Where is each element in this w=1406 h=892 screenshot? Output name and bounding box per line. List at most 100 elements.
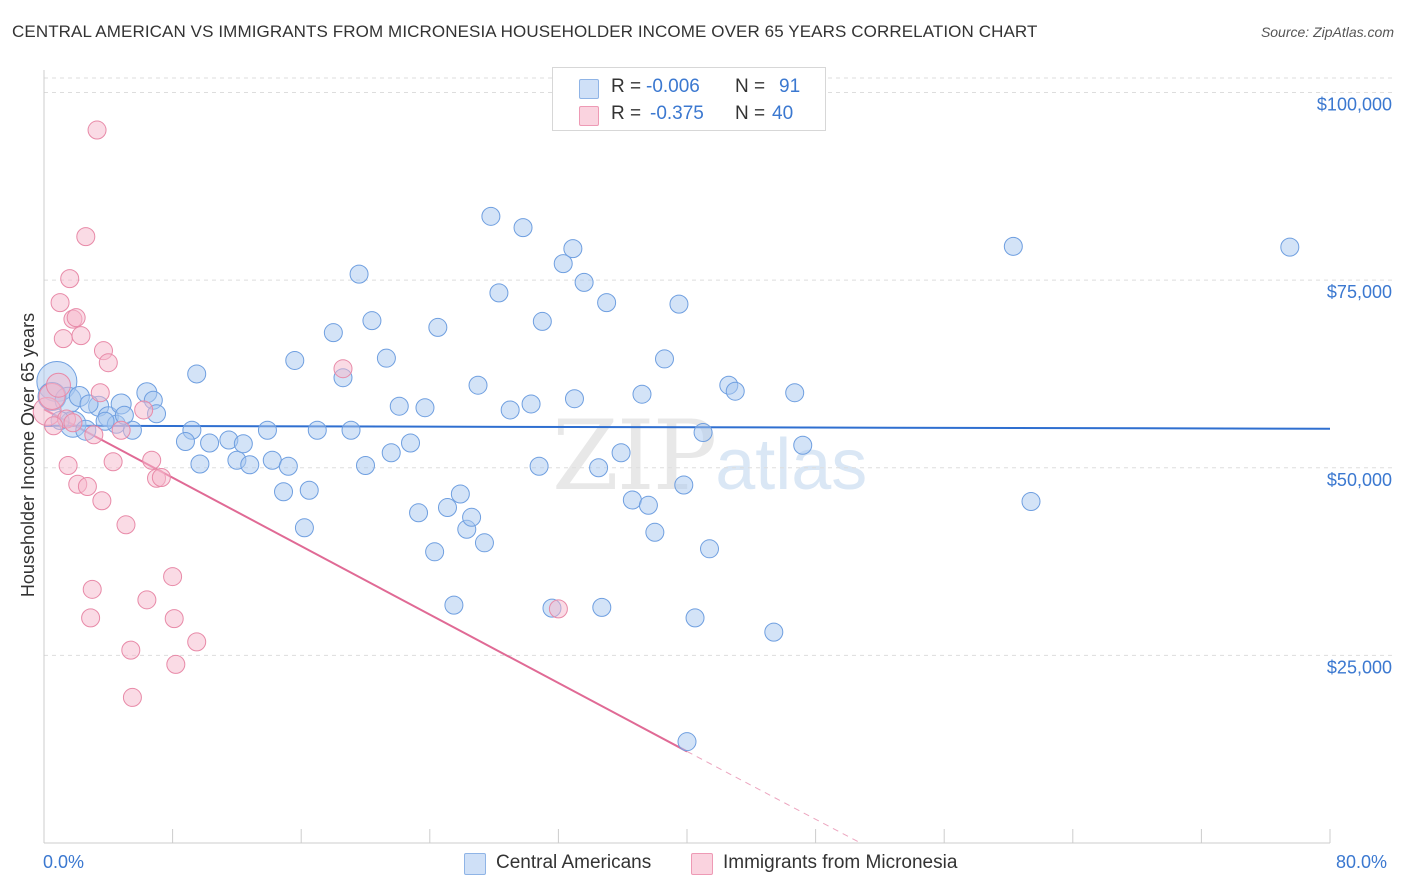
data-point bbox=[638, 495, 658, 515]
data-point bbox=[553, 254, 573, 274]
data-point bbox=[381, 443, 401, 463]
legend-swatch-pink bbox=[691, 853, 713, 875]
stats-r-value: -0.375 bbox=[650, 103, 704, 124]
data-point bbox=[71, 326, 91, 346]
chart-title: CENTRAL AMERICAN VS IMMIGRANTS FROM MICR… bbox=[12, 22, 1038, 41]
data-point bbox=[1280, 237, 1300, 257]
data-point bbox=[76, 227, 96, 247]
data-point bbox=[164, 609, 184, 629]
data-point bbox=[53, 329, 73, 349]
data-point bbox=[685, 608, 705, 628]
y-axis-label: Householder Income Over 65 years bbox=[18, 313, 38, 597]
data-point bbox=[389, 396, 409, 416]
data-point bbox=[166, 654, 186, 674]
stats-n-label: N = bbox=[735, 103, 766, 124]
data-point bbox=[548, 599, 568, 619]
y-tick-label: $75,000 bbox=[1327, 282, 1392, 302]
stats-row-central-americans: R = -0.006 N = 91 bbox=[553, 76, 825, 102]
data-point bbox=[563, 239, 583, 259]
data-point bbox=[401, 433, 421, 453]
data-point bbox=[376, 348, 396, 368]
data-point bbox=[121, 640, 141, 660]
data-point bbox=[597, 293, 617, 313]
data-point bbox=[98, 353, 118, 373]
data-point bbox=[45, 372, 71, 398]
legend-swatch-blue bbox=[464, 853, 486, 875]
data-point bbox=[425, 542, 445, 562]
stats-box: R = -0.006 N = 91 R = -0.375 N = 40 bbox=[552, 67, 826, 131]
data-point bbox=[785, 383, 805, 403]
trend-line-extension bbox=[686, 750, 861, 844]
data-point bbox=[333, 359, 353, 379]
data-point bbox=[489, 283, 509, 303]
data-point bbox=[677, 732, 697, 752]
data-point bbox=[122, 687, 142, 707]
data-point bbox=[323, 323, 343, 343]
data-point bbox=[63, 413, 83, 433]
data-point bbox=[294, 518, 314, 538]
data-point bbox=[409, 503, 429, 523]
data-point bbox=[468, 375, 488, 395]
y-tick-label: $100,000 bbox=[1317, 95, 1392, 115]
data-point bbox=[564, 389, 584, 409]
data-point bbox=[793, 435, 813, 455]
data-point bbox=[60, 269, 80, 289]
y-tick-labels: $25,000 $50,000 $75,000 $100,000 bbox=[1317, 95, 1392, 678]
y-tick-label: $50,000 bbox=[1327, 470, 1392, 490]
data-point bbox=[764, 622, 784, 642]
data-point bbox=[187, 364, 207, 384]
data-point bbox=[1021, 492, 1041, 512]
data-point bbox=[134, 400, 154, 420]
data-point bbox=[262, 450, 282, 470]
data-point bbox=[82, 579, 102, 599]
data-points bbox=[32, 120, 1300, 752]
data-point bbox=[674, 475, 694, 495]
data-point bbox=[44, 416, 64, 436]
data-point bbox=[50, 293, 70, 313]
data-point bbox=[341, 420, 361, 440]
data-point bbox=[187, 632, 207, 652]
data-point bbox=[481, 206, 501, 226]
data-point bbox=[632, 384, 652, 404]
trend-line bbox=[43, 424, 1331, 430]
data-point bbox=[415, 398, 435, 418]
data-point bbox=[278, 456, 298, 476]
stats-swatch-pink bbox=[579, 106, 599, 126]
data-point bbox=[116, 515, 136, 535]
data-point bbox=[163, 567, 183, 587]
data-point bbox=[240, 455, 260, 475]
data-point bbox=[66, 308, 86, 328]
data-point bbox=[521, 394, 541, 414]
data-point bbox=[79, 394, 99, 414]
gridlines bbox=[44, 77, 1392, 656]
data-point bbox=[257, 420, 277, 440]
data-point bbox=[574, 272, 594, 292]
y-tick-label: $25,000 bbox=[1327, 657, 1392, 677]
data-point bbox=[444, 595, 464, 615]
data-point bbox=[725, 381, 745, 401]
data-point bbox=[529, 456, 549, 476]
data-point bbox=[645, 522, 665, 542]
data-point bbox=[500, 400, 520, 420]
data-point bbox=[274, 482, 294, 502]
data-point bbox=[111, 420, 131, 440]
x-axis-min-label: 0.0% bbox=[43, 852, 85, 872]
data-point bbox=[669, 294, 689, 314]
data-point bbox=[611, 443, 631, 463]
legend: Central Americans Immigrants from Micron… bbox=[0, 851, 1406, 877]
data-point bbox=[58, 456, 78, 476]
data-point bbox=[700, 539, 720, 559]
data-point bbox=[513, 218, 533, 238]
data-point bbox=[654, 349, 674, 369]
data-point bbox=[462, 507, 482, 527]
data-point bbox=[307, 420, 327, 440]
legend-label: Central Americans bbox=[496, 852, 652, 873]
data-point bbox=[299, 480, 319, 500]
data-point bbox=[532, 311, 552, 331]
data-point bbox=[1003, 236, 1023, 256]
data-point bbox=[87, 120, 107, 140]
data-point bbox=[142, 450, 162, 470]
data-point bbox=[437, 498, 457, 518]
data-point bbox=[81, 608, 101, 628]
data-point bbox=[190, 454, 210, 474]
